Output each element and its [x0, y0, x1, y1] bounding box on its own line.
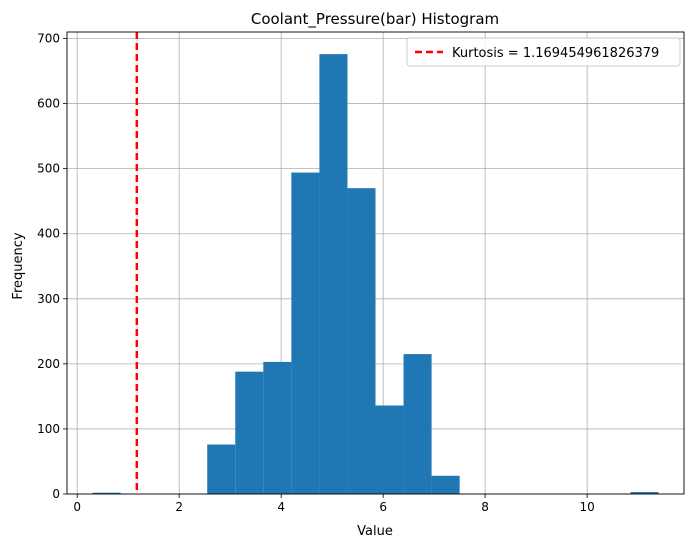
- y-tick-label: 0: [52, 487, 60, 501]
- chart-title: Coolant_Pressure(bar) Histogram: [251, 10, 499, 29]
- y-tick-label: 100: [37, 422, 60, 436]
- y-tick-label: 600: [37, 97, 60, 111]
- legend-label: Kurtosis = 1.169454961826379: [452, 46, 659, 61]
- histogram-bar: [92, 492, 121, 494]
- histogram-bar: [431, 475, 460, 494]
- x-axis-ticks: 0 2 4 6 8 10: [73, 494, 595, 514]
- y-tick-label: 700: [37, 32, 60, 46]
- histogram-bar: [207, 444, 236, 494]
- histogram-bar: [403, 354, 432, 494]
- histogram-bar: [347, 188, 376, 495]
- histogram-bar: [291, 172, 320, 494]
- histogram-bar: [235, 371, 264, 494]
- histogram-bar: [630, 492, 659, 494]
- x-tick-label: 4: [277, 500, 285, 514]
- y-tick-label: 200: [37, 357, 60, 371]
- plot-frame: [66, 31, 685, 495]
- x-tick-label: 8: [481, 500, 489, 514]
- y-axis-label: Frequency: [11, 232, 26, 299]
- y-axis-ticks: 0 100 200 300 400 500 600 700: [37, 32, 67, 501]
- y-tick-label: 500: [37, 162, 60, 176]
- y-tick-label: 300: [37, 292, 60, 306]
- histogram-bar: [263, 361, 292, 494]
- legend: Kurtosis = 1.169454961826379: [406, 37, 681, 67]
- histogram-bars: [92, 54, 659, 495]
- x-axis-label: Value: [357, 524, 393, 539]
- x-tick-label: 6: [379, 500, 387, 514]
- x-tick-label: 0: [73, 500, 81, 514]
- histogram-bar: [375, 405, 404, 494]
- histogram-bar: [319, 54, 348, 495]
- y-tick-label: 400: [37, 227, 60, 241]
- x-tick-label: 2: [175, 500, 183, 514]
- legend-box: [406, 37, 681, 67]
- x-tick-label: 10: [579, 500, 594, 514]
